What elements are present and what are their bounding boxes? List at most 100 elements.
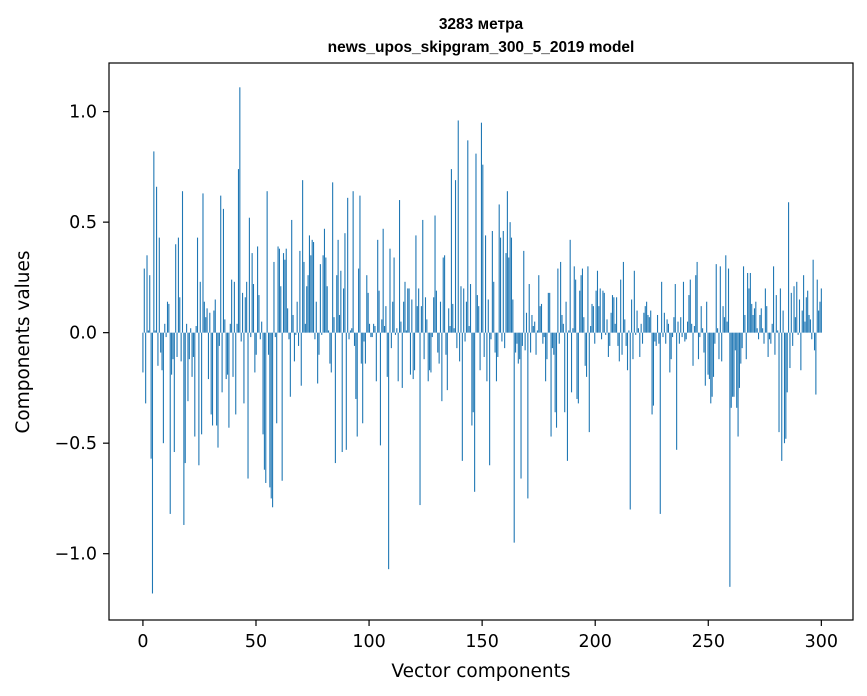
y-tick-label: 0.0 xyxy=(69,324,97,344)
bar xyxy=(487,299,489,333)
bar xyxy=(555,332,558,428)
bar xyxy=(231,279,233,333)
bar xyxy=(287,308,289,333)
bar xyxy=(693,326,695,333)
bar xyxy=(411,299,413,333)
bar xyxy=(644,306,646,333)
bar xyxy=(407,288,409,333)
bar xyxy=(269,332,271,488)
bar xyxy=(266,191,268,333)
bar xyxy=(712,332,715,377)
bar xyxy=(297,332,300,346)
bar xyxy=(401,332,403,388)
bar xyxy=(547,292,549,333)
bar xyxy=(508,257,510,333)
bar xyxy=(490,332,492,340)
bar xyxy=(202,193,204,333)
bar xyxy=(179,297,181,333)
y-axis-label: Components values xyxy=(13,250,34,433)
bar xyxy=(689,279,691,333)
bar xyxy=(588,332,590,433)
bar xyxy=(796,281,798,333)
bar xyxy=(706,301,708,333)
bar xyxy=(482,164,484,333)
bar xyxy=(530,332,532,353)
bar xyxy=(549,292,551,333)
bar xyxy=(171,332,173,375)
bar xyxy=(246,281,248,333)
bar xyxy=(190,328,192,333)
bar xyxy=(759,314,761,333)
bar xyxy=(377,239,379,333)
bar xyxy=(306,286,308,333)
bar xyxy=(276,332,278,424)
bar xyxy=(213,310,215,333)
bar xyxy=(385,306,387,333)
bar xyxy=(687,321,689,333)
bar xyxy=(240,332,242,342)
bar xyxy=(793,286,795,333)
bar xyxy=(733,332,735,397)
bar xyxy=(613,297,615,333)
bar xyxy=(524,332,526,351)
bar xyxy=(673,317,675,333)
bar xyxy=(333,317,335,333)
bar xyxy=(225,332,227,380)
bar xyxy=(142,332,144,373)
bar xyxy=(569,239,571,333)
bar xyxy=(416,306,418,333)
bar xyxy=(199,281,201,333)
bar xyxy=(340,270,342,333)
bar xyxy=(655,332,657,346)
bar xyxy=(624,319,626,333)
bar xyxy=(469,284,472,333)
bar xyxy=(330,332,332,373)
bar xyxy=(272,332,274,508)
bar xyxy=(805,297,807,333)
bar xyxy=(408,288,410,333)
bar xyxy=(165,332,167,338)
bar xyxy=(748,288,750,333)
bar xyxy=(461,332,463,461)
bar xyxy=(811,332,813,340)
bar xyxy=(164,323,166,333)
bar xyxy=(818,310,820,333)
bar xyxy=(721,332,723,362)
bar xyxy=(681,332,683,338)
bar xyxy=(392,301,394,333)
bar xyxy=(558,332,560,344)
bar xyxy=(248,217,250,333)
bar xyxy=(719,266,721,333)
bar xyxy=(595,290,597,333)
bar xyxy=(162,332,164,444)
bar xyxy=(676,332,678,450)
bar xyxy=(489,332,491,466)
bar xyxy=(729,332,731,587)
bar xyxy=(367,292,369,333)
bar xyxy=(714,332,716,344)
bar xyxy=(727,268,730,333)
bar xyxy=(143,268,145,333)
bar xyxy=(158,237,160,333)
bar xyxy=(429,332,431,371)
bar xyxy=(545,332,547,382)
bar xyxy=(181,191,184,333)
bar xyxy=(203,301,205,333)
bar xyxy=(798,299,801,333)
bar xyxy=(628,330,630,333)
bar xyxy=(778,332,780,433)
bar xyxy=(378,290,380,333)
bar xyxy=(366,275,368,333)
bar xyxy=(467,140,469,333)
x-tick-label: 0 xyxy=(137,632,148,652)
x-tick-label: 150 xyxy=(465,632,498,652)
bar xyxy=(233,281,235,333)
bar xyxy=(303,261,305,333)
bar xyxy=(504,332,506,349)
bar xyxy=(359,195,361,333)
bar xyxy=(281,332,283,481)
bar xyxy=(587,266,589,333)
bar xyxy=(471,332,473,426)
bar xyxy=(553,332,555,355)
bar xyxy=(414,332,416,371)
